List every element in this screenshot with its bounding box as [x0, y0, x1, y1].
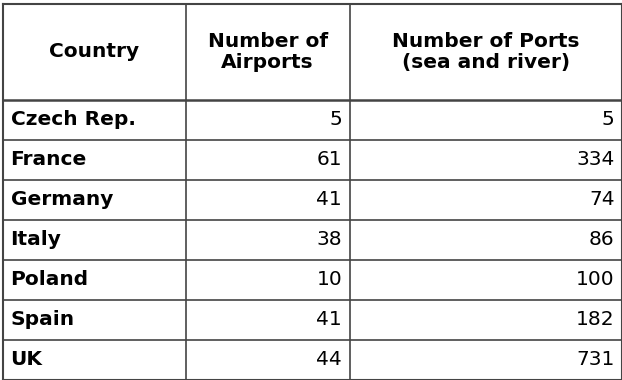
Text: 100: 100: [576, 271, 615, 290]
Text: Czech Rep.: Czech Rep.: [11, 110, 136, 129]
Text: 5: 5: [330, 110, 342, 129]
Text: Poland: Poland: [11, 271, 89, 290]
Text: Number of Ports
(sea and river): Number of Ports (sea and river): [392, 32, 580, 72]
Text: Spain: Spain: [11, 310, 75, 329]
Text: UK: UK: [11, 350, 42, 369]
Text: 41: 41: [317, 190, 342, 209]
Text: 334: 334: [576, 150, 615, 169]
Text: 5: 5: [602, 110, 615, 129]
Text: Italy: Italy: [11, 230, 62, 249]
Text: 182: 182: [576, 310, 615, 329]
Text: 74: 74: [589, 190, 615, 209]
Text: 10: 10: [317, 271, 342, 290]
Text: 86: 86: [589, 230, 615, 249]
Text: France: France: [11, 150, 87, 169]
Text: 61: 61: [317, 150, 342, 169]
Text: 44: 44: [317, 350, 342, 369]
Text: 41: 41: [317, 310, 342, 329]
Text: 38: 38: [317, 230, 342, 249]
Text: Germany: Germany: [11, 190, 113, 209]
Text: 731: 731: [576, 350, 615, 369]
Text: Number of
Airports: Number of Airports: [208, 32, 328, 72]
Text: Country: Country: [49, 42, 139, 61]
